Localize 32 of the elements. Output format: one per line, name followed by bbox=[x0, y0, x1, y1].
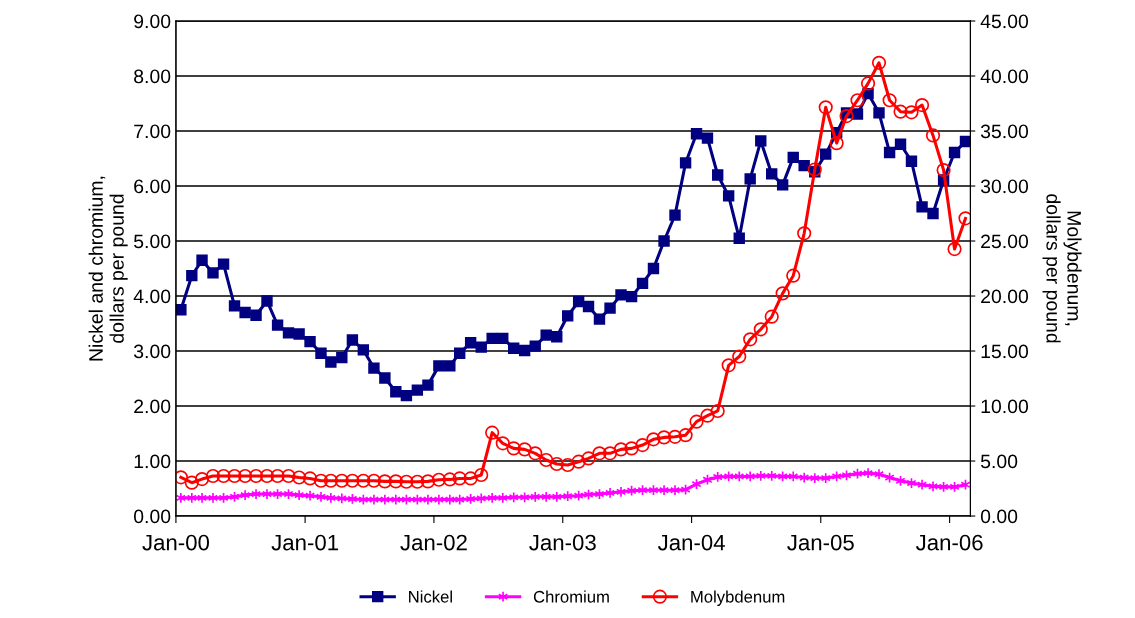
y2-tick-label: 30.00 bbox=[980, 179, 1029, 194]
legend-label: Chromium bbox=[533, 590, 609, 603]
y2-tick-label: 5.00 bbox=[980, 454, 1018, 469]
x-tick-label: Jan-02 bbox=[400, 534, 467, 551]
y2-tick-label: 40.00 bbox=[980, 69, 1029, 84]
y2-tick-label: 25.00 bbox=[981, 234, 1029, 249]
y2-tick-label: 45.00 bbox=[980, 14, 1029, 29]
legend-label: Nickel bbox=[409, 590, 452, 603]
y-tick-label: 1.00 bbox=[134, 454, 171, 469]
y-tick-label: 3.00 bbox=[133, 344, 171, 359]
x-tick-label: Jan-06 bbox=[915, 534, 983, 551]
y-tick-label: 5.00 bbox=[134, 234, 171, 249]
y2-tick-label: 15.00 bbox=[981, 344, 1029, 359]
x-tick-label: Jan-03 bbox=[529, 534, 596, 551]
y-tick-label: 8.00 bbox=[134, 69, 171, 84]
y2-tick-label: 20.00 bbox=[981, 289, 1029, 304]
y2-axis-title: Molybdenum, dollars per pound bbox=[1042, 194, 1082, 343]
x-tick-label: Jan-00 bbox=[142, 534, 210, 551]
y-tick-label: 4.00 bbox=[133, 289, 171, 304]
x-tick-label: Jan-04 bbox=[657, 534, 725, 551]
y-tick-label: 9.00 bbox=[134, 14, 171, 29]
y-tick-label: 0.00 bbox=[133, 509, 171, 524]
y-axis-title: Nickel and chromium, dollars per pound bbox=[88, 176, 128, 361]
y-tick-label: 7.00 bbox=[134, 124, 171, 139]
y2-tick-label: 35.00 bbox=[980, 124, 1029, 139]
x-tick-label: Jan-01 bbox=[271, 534, 338, 551]
y-tick-label: 6.00 bbox=[134, 179, 171, 194]
legend-label: Molybdenum bbox=[691, 590, 785, 606]
y2-tick-label: 0.00 bbox=[980, 509, 1018, 524]
x-tick-label: Jan-05 bbox=[787, 534, 854, 551]
y2-tick-label: 10.00 bbox=[981, 399, 1029, 414]
y-tick-label: 2.00 bbox=[134, 399, 171, 414]
